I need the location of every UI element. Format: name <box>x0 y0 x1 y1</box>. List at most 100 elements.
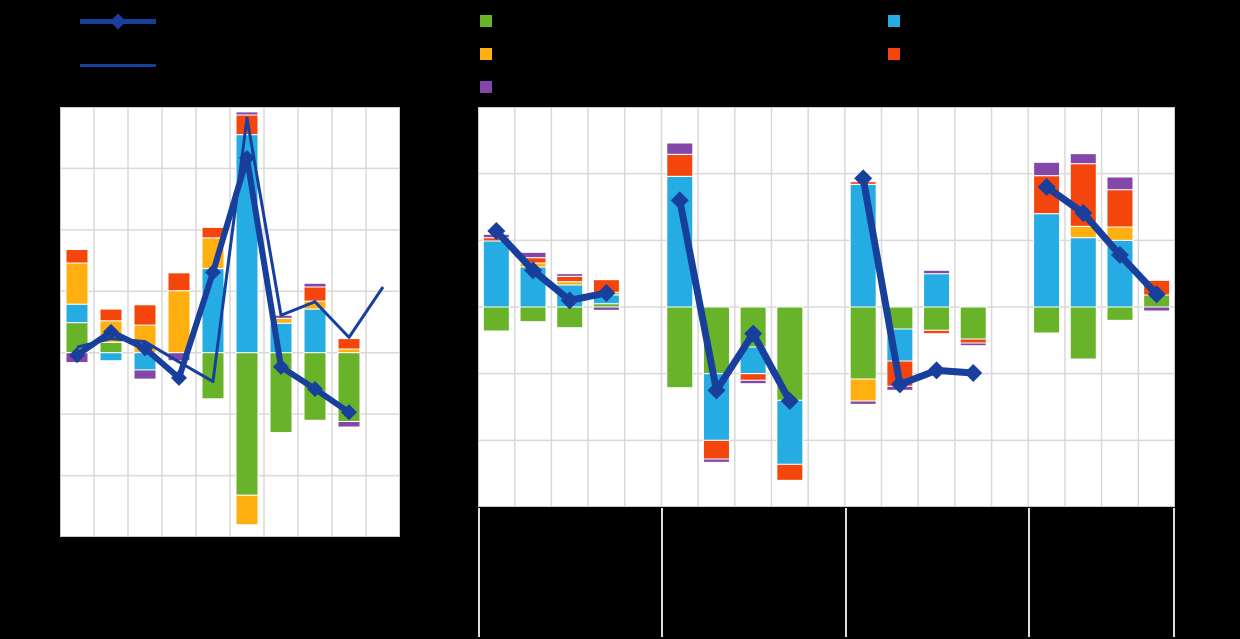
bar-segment-purple <box>556 273 584 277</box>
diamond-marker <box>744 324 763 343</box>
bar-segment-purple <box>959 342 987 347</box>
bar-segment-red <box>133 304 157 326</box>
category-label-cell <box>844 508 1029 637</box>
bar-segment-cyan <box>65 303 89 324</box>
right-combo-chart-plot <box>478 107 1175 507</box>
category-label-cell <box>661 508 845 637</box>
diamond-marker <box>487 222 506 240</box>
diamond-marker <box>171 369 187 386</box>
legend-swatch-amber-icon <box>480 48 492 60</box>
bar-segment-cyan <box>303 308 327 354</box>
category-label-cell <box>478 508 662 637</box>
bar-segment-purple <box>702 458 730 463</box>
bar-segment-purple <box>1033 161 1061 177</box>
diamond-marker <box>110 13 126 30</box>
bar-segment-purple <box>1106 176 1134 191</box>
bar-segment-red <box>1106 189 1134 228</box>
bar-segment-purple <box>1143 306 1171 312</box>
bar-segment-red <box>303 286 327 302</box>
diamond-marker <box>1037 178 1056 196</box>
group-trend-line <box>1044 184 1160 297</box>
bar-segment-cyan <box>482 240 510 308</box>
diamond-marker <box>854 169 873 188</box>
diamond-marker <box>1074 204 1093 222</box>
bar-segment-green <box>1106 306 1134 321</box>
bar-segment-green <box>235 352 259 496</box>
bar-segment-red <box>666 153 694 177</box>
bar-segment-amber <box>337 348 361 354</box>
left-combo-chart-plot <box>60 107 400 537</box>
diamond-marker <box>1110 246 1129 264</box>
diamond-marker <box>307 380 323 397</box>
diamond-marker <box>707 381 726 400</box>
diamond-marker <box>69 347 85 364</box>
bar-segment-cyan <box>1033 213 1061 308</box>
bar-segment-purple <box>1069 153 1097 165</box>
group-trend-line <box>493 228 608 304</box>
diamond-marker <box>890 375 909 394</box>
legend-thin-line-icon <box>80 64 156 67</box>
diamond-marker <box>597 284 616 302</box>
bar-segment-green <box>923 306 951 331</box>
diamond-marker <box>927 361 946 380</box>
group-trend-line <box>676 199 793 403</box>
bar-segment-amber <box>167 290 191 354</box>
bar-segment-green <box>482 306 510 332</box>
bar-segment-purple <box>133 369 157 380</box>
bar-segment-green <box>1033 306 1061 334</box>
bar-segment-red <box>99 308 123 322</box>
bar-segment-red <box>776 463 804 481</box>
bar-segment-red <box>556 275 584 283</box>
bar-segment-green <box>556 306 584 329</box>
legend-swatch-red-icon <box>888 48 900 60</box>
diamond-marker <box>524 261 543 280</box>
bar-segment-red <box>337 338 361 350</box>
diamond-marker <box>964 364 983 382</box>
bar-segment-purple <box>739 379 767 385</box>
plot-border <box>478 107 1175 507</box>
bar-segment-green <box>519 306 547 323</box>
plot-border <box>60 107 400 537</box>
bar-segment-red <box>959 338 987 344</box>
bar-segment-purple <box>592 306 620 311</box>
diamond-marker <box>780 392 799 410</box>
bar-segment-red <box>167 272 191 292</box>
diamond-marker <box>239 149 255 166</box>
legend-swatch-cyan-icon <box>888 15 900 27</box>
legend-swatch-purple-icon <box>480 81 492 93</box>
bar-segment-green <box>1069 306 1097 360</box>
bar-segment-green <box>849 306 877 380</box>
bar-segment-purple <box>337 421 361 428</box>
bar-segment-cyan <box>99 352 123 362</box>
bar-segment-purple <box>235 111 259 116</box>
diamond-marker <box>205 264 221 281</box>
bar-segment-red <box>702 439 730 460</box>
bar-segment-red <box>923 329 951 335</box>
diamond-marker <box>560 291 579 310</box>
bar-segment-amber <box>1106 226 1134 241</box>
bar-segment-cyan <box>923 273 951 308</box>
bar-segment-purple <box>849 400 877 405</box>
bar-segment-amber <box>235 494 259 526</box>
diamond-marker <box>670 191 689 210</box>
legend-swatch-green-icon <box>480 15 492 27</box>
category-label-cell <box>1028 508 1175 637</box>
bar-segment-cyan <box>1069 237 1097 308</box>
bar-segment-green <box>959 306 987 340</box>
diamond-marker <box>103 323 119 340</box>
diamond-marker <box>137 340 153 357</box>
category-label-cells <box>478 508 1175 639</box>
bar-segment-red <box>65 249 89 264</box>
diamond-marker <box>273 358 289 375</box>
bar-segment-amber <box>556 281 584 286</box>
bar-segment-purple <box>303 282 327 288</box>
bar-segment-green <box>666 306 694 389</box>
bar-segment-amber <box>65 262 89 305</box>
bar-segment-green <box>592 303 620 308</box>
bar-segment-purple <box>666 142 694 155</box>
diamond-marker <box>341 404 357 421</box>
legend-thick-diamond-line-icon <box>80 13 156 30</box>
bar-segment-amber <box>849 378 877 402</box>
diamond-marker <box>1147 285 1166 304</box>
